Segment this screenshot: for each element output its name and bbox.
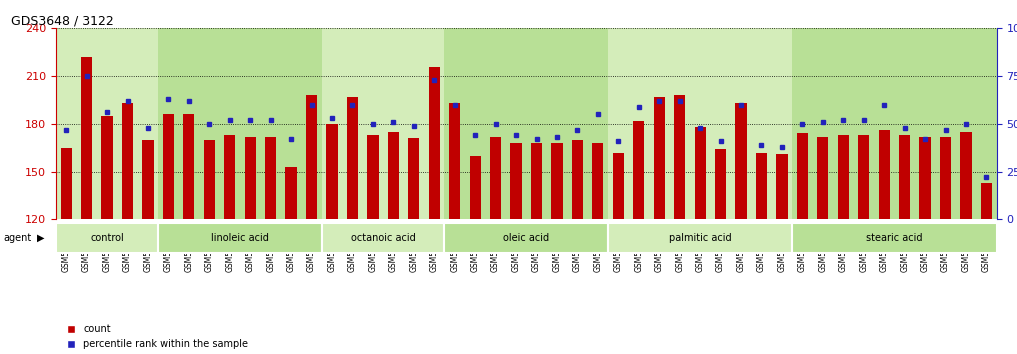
Bar — [102, 116, 113, 219]
Bar — [592, 143, 603, 219]
Bar — [163, 114, 174, 219]
Bar — [654, 97, 665, 219]
Bar — [224, 135, 235, 219]
Bar — [61, 148, 72, 219]
Text: control: control — [91, 233, 124, 243]
Bar — [450, 103, 461, 219]
Text: GDS3648 / 3122: GDS3648 / 3122 — [11, 14, 114, 27]
Bar — [306, 95, 317, 219]
Bar — [551, 143, 562, 219]
Bar — [792, 28, 997, 219]
Text: oleic acid: oleic acid — [503, 233, 549, 243]
Bar — [776, 154, 787, 219]
Bar — [428, 67, 440, 219]
Bar — [321, 28, 444, 219]
Bar — [756, 153, 767, 219]
Bar — [796, 133, 807, 219]
Bar — [142, 140, 154, 219]
Text: linoleic acid: linoleic acid — [212, 233, 268, 243]
Text: octanoic acid: octanoic acid — [351, 233, 416, 243]
Text: stearic acid: stearic acid — [866, 233, 922, 243]
Bar — [960, 132, 971, 219]
Bar — [56, 223, 159, 253]
Bar — [572, 140, 583, 219]
Bar — [470, 156, 481, 219]
Bar — [183, 114, 194, 219]
Bar — [122, 103, 133, 219]
Bar — [159, 223, 321, 253]
Bar — [940, 137, 951, 219]
Bar — [387, 132, 399, 219]
Bar — [159, 28, 321, 219]
Bar — [367, 135, 378, 219]
Bar — [245, 137, 256, 219]
Bar — [879, 130, 890, 219]
Bar — [818, 137, 829, 219]
Text: palmitic acid: palmitic acid — [669, 233, 731, 243]
Bar — [612, 153, 624, 219]
Bar — [858, 135, 870, 219]
Bar — [838, 135, 849, 219]
Bar — [81, 57, 93, 219]
Bar — [490, 137, 501, 219]
Bar — [203, 140, 215, 219]
Bar — [286, 167, 297, 219]
Bar — [899, 135, 910, 219]
Bar — [792, 223, 997, 253]
Bar — [980, 183, 992, 219]
Bar — [531, 143, 542, 219]
Bar — [715, 149, 726, 219]
Bar — [347, 97, 358, 219]
Bar — [695, 127, 706, 219]
Bar — [444, 28, 608, 219]
Text: agent: agent — [3, 233, 32, 243]
Legend: count, percentile rank within the sample: count, percentile rank within the sample — [61, 324, 248, 349]
Bar — [674, 95, 685, 219]
Bar — [321, 223, 444, 253]
Bar — [56, 28, 159, 219]
Bar — [265, 137, 277, 219]
Bar — [444, 223, 608, 253]
Bar — [511, 143, 522, 219]
Bar — [919, 137, 931, 219]
Bar — [408, 138, 419, 219]
Bar — [608, 28, 792, 219]
Text: ▶: ▶ — [37, 233, 44, 243]
Bar — [735, 103, 746, 219]
Bar — [608, 223, 792, 253]
Bar — [326, 124, 338, 219]
Bar — [634, 121, 645, 219]
